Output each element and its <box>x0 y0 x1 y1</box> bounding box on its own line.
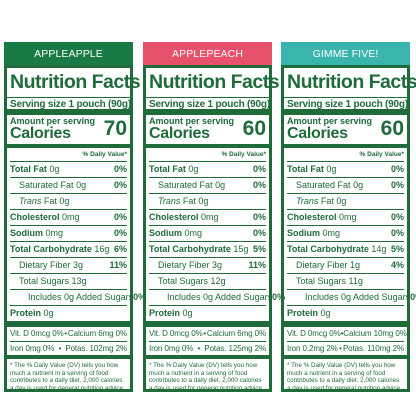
vitamin-row-1: Vit. D 0mcg 0% • Calcium 6mg 0% <box>149 327 266 342</box>
calories-label: Calories <box>10 125 71 142</box>
calories-value: 60 <box>242 117 266 140</box>
protein-row: Protein 0g <box>284 306 407 327</box>
vitamin-row-2: Iron 0mg 0% • Potas. 125mg 2% <box>146 342 269 359</box>
footnote: * The % Daily Value (DV) tells you how m… <box>287 362 402 392</box>
nutrition-facts-title: Nutrition Facts <box>287 71 416 93</box>
daily-value-header: % Daily Value* <box>149 148 266 162</box>
calories-label: Calories <box>287 125 348 142</box>
total-fat-row: Total Fat 0g 0% <box>149 162 266 178</box>
trans-fat-row: Trans Fat 0g <box>287 194 404 210</box>
sugars-row: Total Sugars 13g <box>10 274 127 290</box>
vitamin-row-2: Iron 0.2mg 2% • Potas. 110mg 2% <box>284 342 407 359</box>
carbohydrate-row: Total Carbohydrate 14g 5% <box>287 242 404 258</box>
nutrition-facts-title: Nutrition Facts <box>10 71 141 93</box>
total-fat-row: Total Fat 0g 0% <box>287 162 404 178</box>
serving-size: Serving size 1 pouch (90g) <box>7 97 131 115</box>
saturated-fat-row: Saturated Fat 0g 0% <box>10 178 127 194</box>
saturated-fat-row: Saturated Fat 0g 0% <box>149 178 266 194</box>
calories-block: Amount per serving Calories 60 <box>284 115 407 148</box>
daily-value-header: % Daily Value* <box>287 148 404 162</box>
nutrition-panel-appleapple: APPLEAPPLE Nutrition Facts Serving size … <box>4 42 146 392</box>
trans-fat-row: Trans Fat 0g <box>10 194 127 210</box>
sodium-row: Sodium 0mg 0% <box>10 226 127 242</box>
vitamin-row-1: Vit. D 0mcg 0% • Calcium 6mg 0% <box>10 327 127 342</box>
serving-size: Serving size 1 pouch (90g) <box>146 97 270 115</box>
protein-row: Protein 0g <box>7 306 130 327</box>
product-tab: GIMME FIVE! <box>281 42 410 65</box>
calories-value: 60 <box>380 117 404 140</box>
footnote: * The % Daily Value (DV) tells you how m… <box>10 362 125 392</box>
sugars-row: Total Sugars 11g <box>287 274 404 290</box>
calories-block: Amount per serving Calories 70 <box>7 115 130 148</box>
sugars-row: Total Sugars 12g <box>149 274 266 290</box>
nutrition-facts-title: Nutrition Facts <box>149 71 280 93</box>
amount-per-serving: Amount per serving <box>287 116 373 126</box>
saturated-fat-row: Saturated Fat 0g 0% <box>287 178 404 194</box>
calories-label: Calories <box>149 125 210 142</box>
product-tab: APPLEPEACH <box>143 42 272 65</box>
trans-fat-row: Trans Fat 0g <box>149 194 266 210</box>
amount-per-serving: Amount per serving <box>10 116 96 126</box>
footnote: * The % Daily Value (DV) tells you how m… <box>149 362 264 392</box>
product-tab: APPLEAPPLE <box>4 42 133 65</box>
nutrition-panel-gimme-five: GIMME FIVE! Nutrition Facts Serving size… <box>281 42 416 392</box>
nutrition-label: Nutrition Facts Serving size 1 pouch (90… <box>4 65 146 392</box>
fiber-row: Dietary Fiber 3g 11% <box>10 258 127 274</box>
nutrition-label: Nutrition Facts Serving size 1 pouch (90… <box>281 65 416 392</box>
carbohydrate-row: Total Carbohydrate 16g 6% <box>10 242 127 258</box>
carbohydrate-row: Total Carbohydrate 15g 5% <box>149 242 266 258</box>
daily-value-header: % Daily Value* <box>10 148 127 162</box>
total-fat-row: Total Fat 0g 0% <box>10 162 127 178</box>
protein-row: Protein 0g <box>146 306 269 327</box>
nutrition-panel-applepeach: APPLEPEACH Nutrition Facts Serving size … <box>143 42 285 392</box>
sodium-row: Sodium 0mg 0% <box>149 226 266 242</box>
cholesterol-row: Cholesterol 0mg 0% <box>10 210 127 226</box>
cholesterol-row: Cholesterol 0mg 0% <box>287 210 404 226</box>
vitamin-row-2: Iron 0mg 0% • Potas. 102mg 2% <box>7 342 130 359</box>
nutrition-label: Nutrition Facts Serving size 1 pouch (90… <box>143 65 285 392</box>
fiber-row: Dietary Fiber 3g 11% <box>149 258 266 274</box>
serving-size: Serving size 1 pouch (90g) <box>284 97 408 115</box>
calories-block: Amount per serving Calories 60 <box>146 115 269 148</box>
calories-value: 70 <box>103 117 127 140</box>
amount-per-serving: Amount per serving <box>149 116 235 126</box>
fiber-row: Dietary Fiber 1g 4% <box>287 258 404 274</box>
vitamin-row-1: Vit. D 0mcg 0% • Calcium 10mg 0% <box>287 327 407 342</box>
sodium-row: Sodium 0mg 0% <box>287 226 404 242</box>
cholesterol-row: Cholesterol 0mg 0% <box>149 210 266 226</box>
